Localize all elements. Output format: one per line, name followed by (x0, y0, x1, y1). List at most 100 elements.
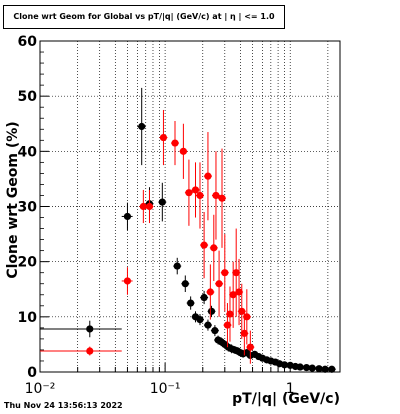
y-tick-label: 30 (18, 200, 38, 216)
marker (211, 327, 219, 335)
marker (204, 321, 212, 329)
data-point (235, 258, 244, 326)
y-tick-label: 40 (18, 144, 38, 160)
x-axis-label: pT/|q| (GeV/c) (232, 391, 340, 407)
axis-ticks (39, 40, 329, 373)
marker (181, 280, 189, 288)
marker (200, 241, 208, 249)
data-point (327, 365, 336, 373)
marker (235, 288, 243, 296)
marker (240, 329, 248, 337)
marker (123, 277, 132, 285)
marker (171, 139, 179, 147)
timestamp: Thu Nov 24 13:56:13 2022 (4, 401, 123, 410)
data-point (40, 320, 122, 338)
chart-title: Clone wrt Geom for Global vs pT/|q| (GeV… (3, 5, 285, 29)
data-point (200, 290, 209, 305)
data-point (171, 120, 180, 166)
data-point (159, 109, 168, 166)
data-point (40, 346, 122, 356)
marker (196, 191, 204, 200)
data-point (206, 264, 215, 320)
data-point (211, 151, 220, 240)
x-tick-label: 10⁻² (25, 381, 56, 397)
marker (315, 365, 323, 373)
marker (207, 307, 216, 315)
marker (139, 202, 147, 211)
tick-labels: 0 10 20 30 40 50 60 10⁻² 10⁻¹ 1 (18, 34, 295, 397)
data-point (237, 283, 246, 339)
marker (296, 363, 304, 371)
marker (229, 291, 237, 299)
marker (86, 347, 94, 355)
marker (138, 122, 146, 131)
marker (212, 191, 220, 200)
marker (196, 315, 204, 324)
data-point (215, 250, 224, 317)
marker (302, 363, 311, 372)
series-1 (40, 109, 255, 364)
marker (158, 198, 166, 206)
marker (200, 293, 208, 302)
data-point (121, 202, 133, 231)
y-axis-label: Clone wrt Geom (%) (5, 121, 21, 279)
data-point (220, 234, 229, 312)
marker (243, 313, 251, 321)
marker (246, 343, 254, 351)
data-point (181, 275, 190, 293)
data-point (139, 189, 148, 224)
marker (185, 189, 193, 197)
data-point (137, 87, 146, 166)
marker (191, 186, 200, 194)
marker (210, 244, 218, 252)
y-tick-label: 60 (18, 34, 38, 50)
marker (204, 172, 212, 180)
data-point (200, 212, 209, 279)
y-tick-label: 0 (27, 365, 37, 381)
data-point (145, 189, 154, 224)
x-tick-label: 10⁻¹ (150, 381, 181, 397)
data-point (203, 319, 212, 331)
marker (86, 325, 94, 333)
marker (187, 299, 195, 307)
data-point (203, 132, 212, 221)
data-point (121, 267, 133, 295)
marker (179, 147, 187, 155)
data-point (158, 182, 167, 222)
marker (238, 307, 246, 315)
data-point (242, 289, 251, 345)
marker (328, 365, 336, 373)
marker (280, 361, 289, 369)
marker (321, 365, 329, 373)
marker (223, 321, 232, 329)
marker (159, 133, 168, 142)
data-point (210, 325, 219, 337)
marker (226, 310, 234, 318)
data-point (195, 314, 204, 326)
data-point (195, 162, 204, 229)
y-tick-label: 50 (18, 89, 38, 105)
data-point (296, 363, 305, 371)
x-tick-label: 1 (286, 381, 295, 397)
data-point (184, 159, 193, 226)
grid (40, 41, 340, 372)
data-point (207, 305, 216, 317)
data-point (191, 162, 200, 218)
data-series (40, 87, 336, 373)
marker (145, 202, 154, 211)
y-tick-label: 20 (18, 255, 38, 271)
marker (206, 288, 214, 296)
data-point (179, 123, 188, 179)
marker (215, 280, 223, 288)
marker (218, 194, 226, 202)
data-point (218, 148, 227, 248)
marker (221, 269, 229, 277)
data-point (209, 214, 218, 281)
data-point (186, 296, 195, 310)
marker (173, 262, 181, 270)
data-point (321, 365, 330, 373)
y-tick-label: 10 (18, 310, 38, 326)
marker (232, 269, 240, 277)
series-0 (40, 87, 336, 373)
